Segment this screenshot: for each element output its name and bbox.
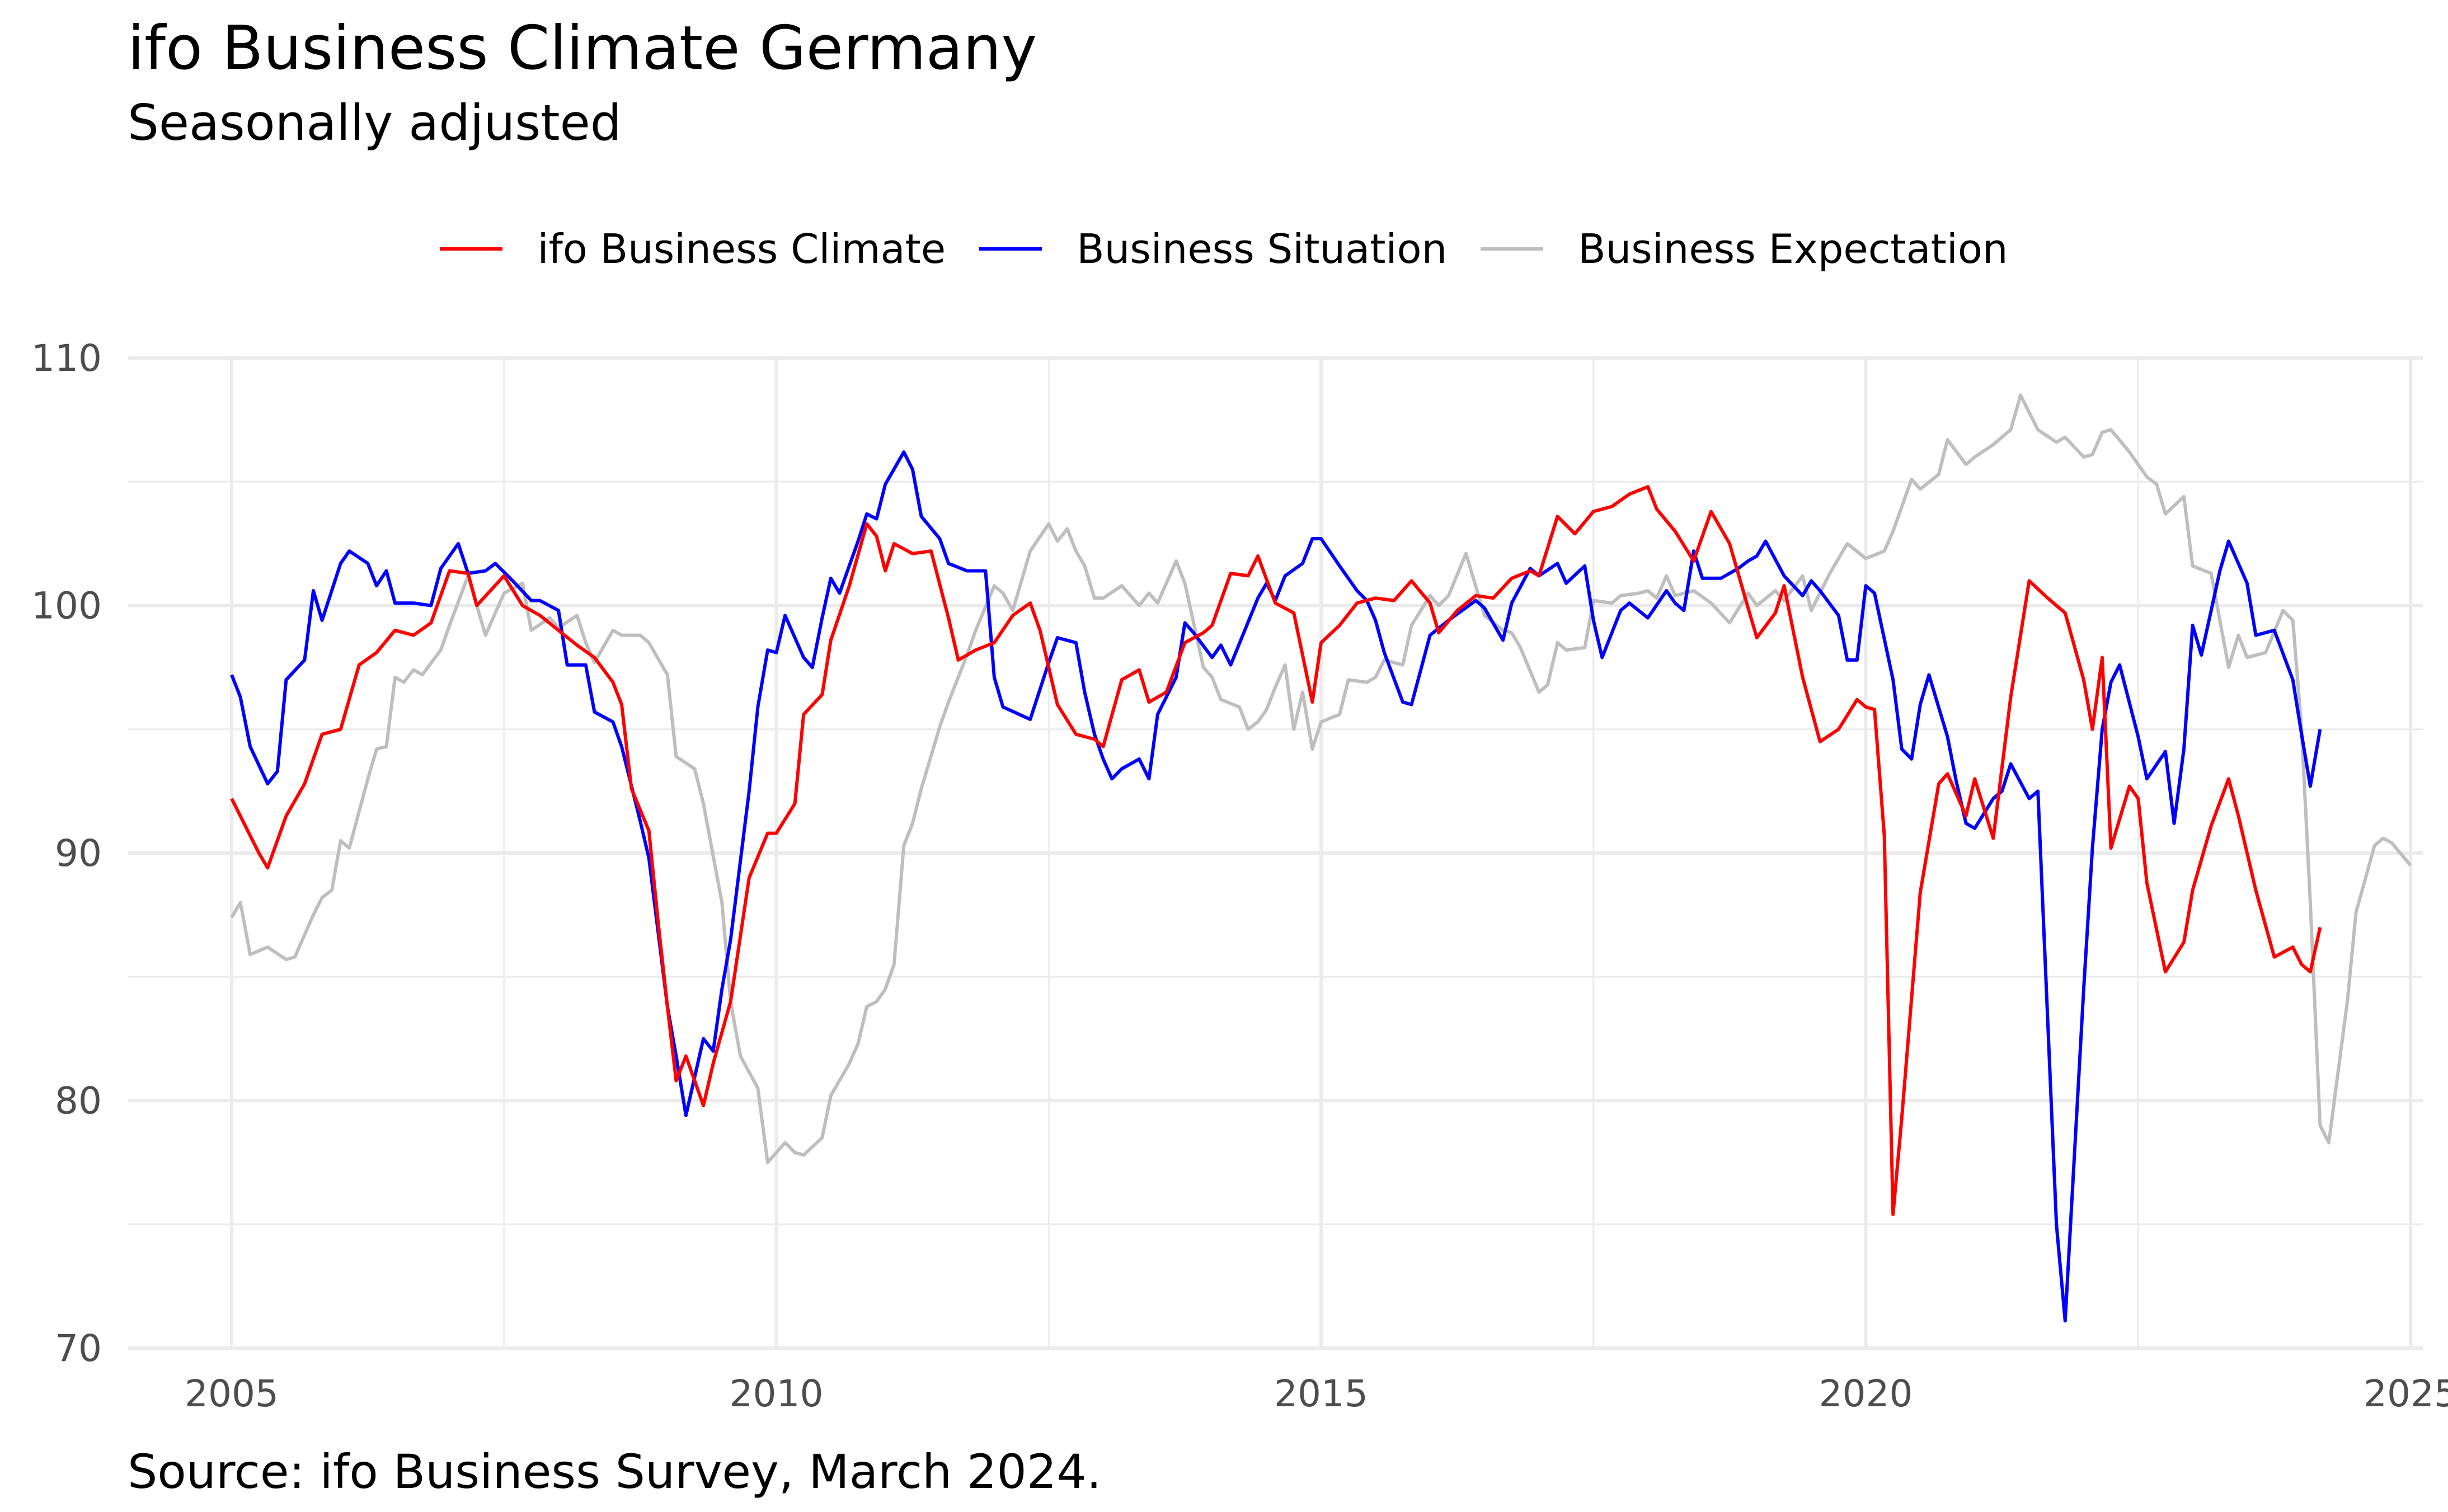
legend-label-situation: Business Situation xyxy=(1077,225,1448,272)
legend: ifo Business Climate Business Situation … xyxy=(0,221,2448,277)
legend-key-expectation xyxy=(1481,247,1544,251)
legend-item-expectation: Business Expectation xyxy=(1481,225,2008,272)
y-tick-label: 100 xyxy=(31,585,102,628)
y-tick-label: 110 xyxy=(31,337,102,380)
x-axis-ticks: 2005 2010 2015 2020 2025 xyxy=(185,1372,2448,1415)
legend-key-climate xyxy=(440,247,503,251)
legend-key-situation xyxy=(979,247,1042,251)
x-tick-label: 2010 xyxy=(730,1372,824,1415)
y-tick-label: 90 xyxy=(55,832,102,875)
x-tick-label: 2020 xyxy=(1819,1372,1913,1415)
chart-title: ifo Business Climate Germany xyxy=(128,13,1037,83)
legend-label-expectation: Business Expectation xyxy=(1578,225,2008,272)
x-tick-label: 2005 xyxy=(185,1372,279,1415)
legend-label-climate: ifo Business Climate xyxy=(537,225,946,272)
series-lines xyxy=(230,393,2412,1323)
series-line-ifo-business-climate xyxy=(230,485,2322,1216)
x-tick-label: 2025 xyxy=(2364,1372,2448,1415)
legend-item-climate: ifo Business Climate xyxy=(440,225,946,272)
x-tick-label: 2015 xyxy=(1274,1372,1368,1415)
y-tick-label: 70 xyxy=(55,1327,102,1370)
legend-item-situation: Business Situation xyxy=(979,225,1447,272)
chart-caption: Source: ifo Business Survey, March 2024. xyxy=(128,1444,1102,1499)
y-tick-label: 80 xyxy=(55,1080,102,1123)
chart-subtitle: Seasonally adjusted xyxy=(128,94,622,152)
series-line-business-situation xyxy=(230,450,2322,1323)
y-axis-ticks: 70 80 90 100 110 xyxy=(31,337,102,1370)
gridlines xyxy=(128,356,2423,1350)
